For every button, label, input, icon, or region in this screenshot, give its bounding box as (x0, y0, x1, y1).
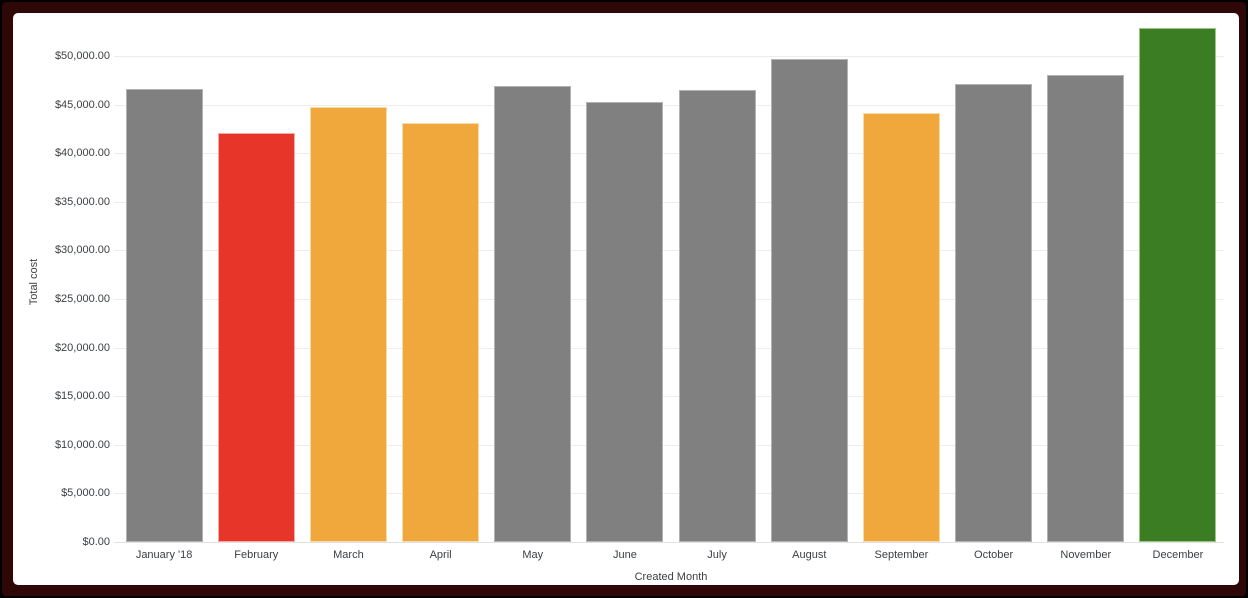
gridline-10000 (114, 444, 1224, 446)
gridline-30000 (114, 250, 1224, 252)
x-tick-label: April (429, 549, 452, 561)
gridline-15000 (114, 396, 1224, 398)
x-tick-label: October (974, 549, 1014, 561)
bar-october[interactable] (955, 84, 1033, 542)
gridline-5000 (114, 493, 1224, 495)
chart-panel: Total cost $0.00 $5,000.00 $10,000.00 $15,0… (13, 13, 1239, 585)
y-tick-label: $5,000.00 (61, 487, 110, 500)
x-tick-label: June (612, 549, 637, 561)
y-tick-label: $45,000.00 (54, 98, 110, 111)
y-tick-label: $40,000.00 (54, 147, 110, 160)
bar-august[interactable] (770, 59, 848, 542)
bar-may[interactable] (494, 86, 572, 542)
bar-july[interactable] (678, 90, 756, 542)
x-tick-label: January '18 (135, 549, 193, 561)
gridline-45000 (114, 104, 1224, 106)
x-tick-label: November (1060, 549, 1112, 561)
gridline-25000 (114, 299, 1224, 301)
x-tick-label: December (1152, 549, 1204, 561)
bar-february[interactable] (217, 132, 295, 542)
gridline-35000 (114, 201, 1224, 203)
x-axis-title: Created Month (634, 571, 708, 583)
bar-december[interactable] (1139, 27, 1217, 542)
y-tick-label: $15,000.00 (54, 390, 110, 403)
bar-january-18[interactable] (125, 89, 203, 542)
x-tick-label: March (333, 549, 364, 561)
x-tick-label: July (707, 549, 727, 561)
bar-september[interactable] (862, 113, 940, 542)
gridline-0 (114, 542, 1224, 543)
plot-area (114, 26, 1224, 543)
y-tick-label: $50,000.00 (54, 50, 110, 63)
gridline-20000 (114, 347, 1224, 349)
x-tick-label: August (792, 549, 827, 561)
bar-march[interactable] (309, 106, 387, 542)
gridline-50000 (114, 56, 1224, 58)
bar-november[interactable] (1047, 74, 1125, 542)
x-tick-label: February (234, 549, 279, 561)
y-tick-label: $30,000.00 (54, 244, 110, 257)
x-tick-label: May (522, 549, 544, 561)
bar-june[interactable] (586, 101, 664, 542)
bar-april[interactable] (402, 123, 480, 542)
y-tick-label: $25,000.00 (54, 293, 110, 306)
gridline-40000 (114, 153, 1224, 155)
y-tick-label: $35,000.00 (54, 195, 110, 208)
y-tick-label: $20,000.00 (54, 341, 110, 354)
x-tick-label: September (874, 549, 929, 561)
y-tick-label: $10,000.00 (54, 438, 110, 451)
y-tick-label: $0.00 (82, 536, 110, 548)
